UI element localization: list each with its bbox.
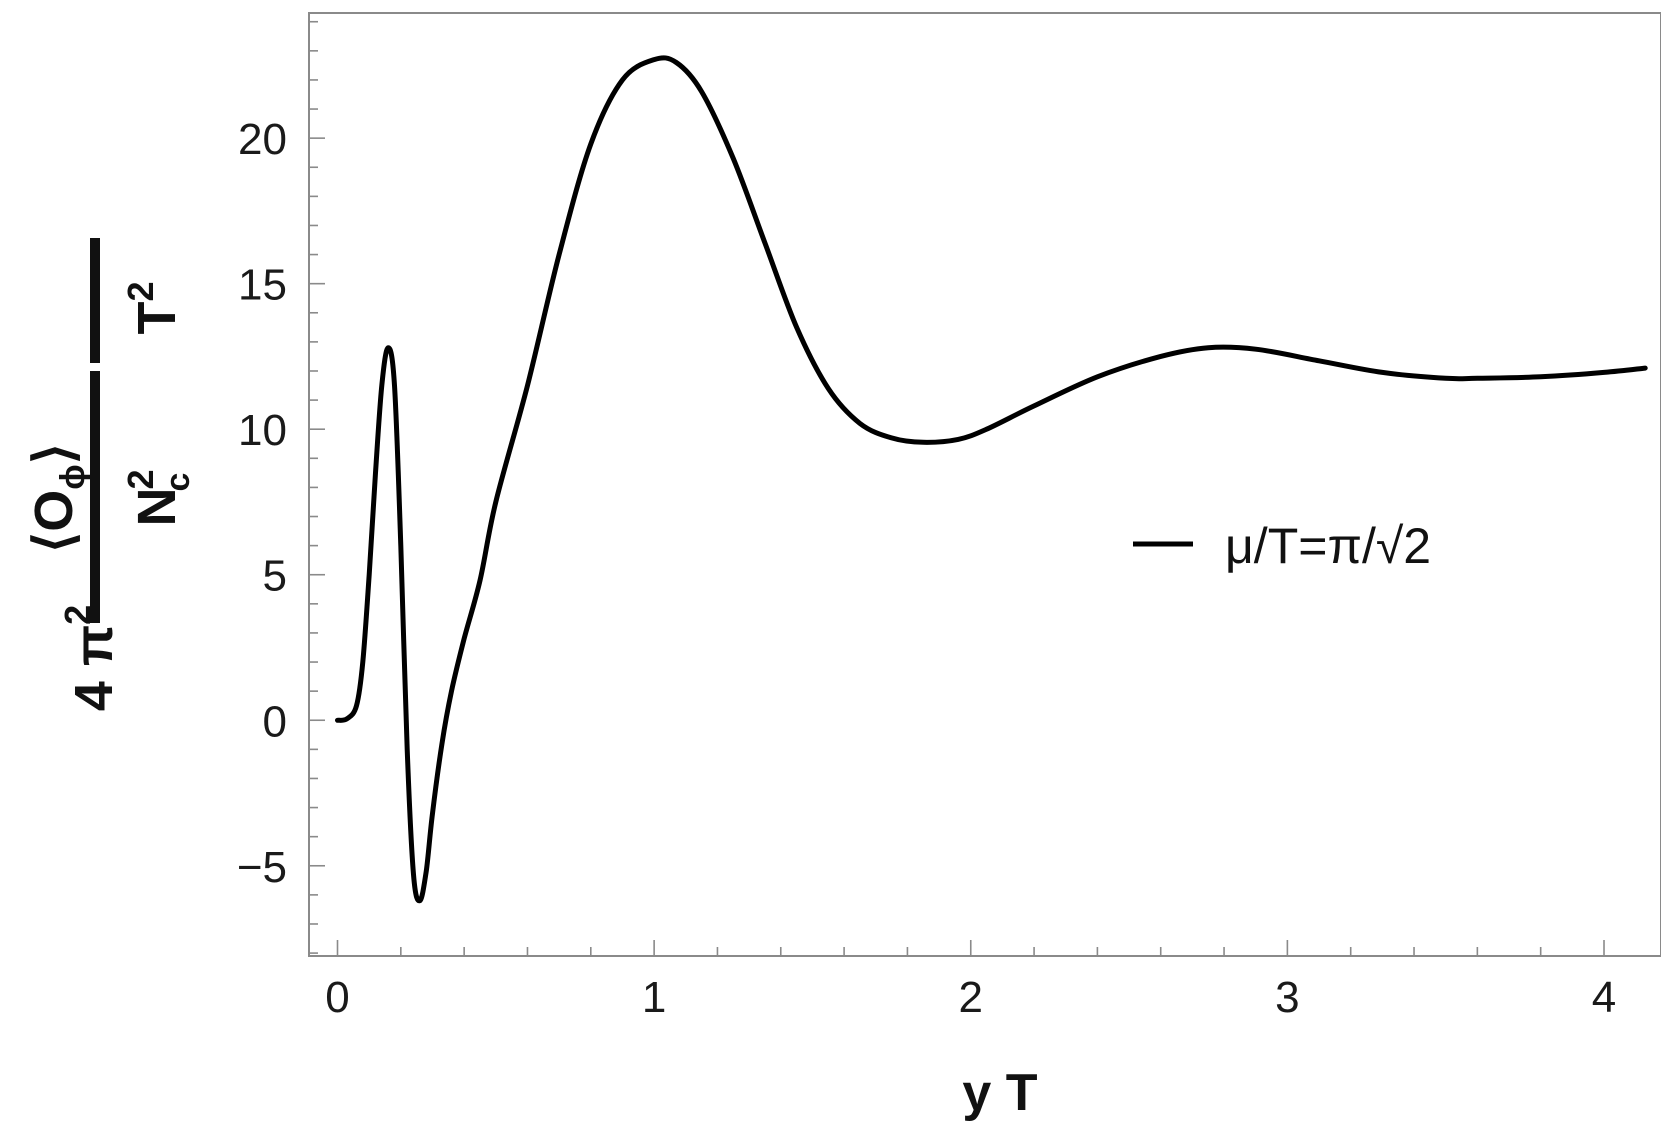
x-tick-label: 1: [642, 973, 666, 1022]
axis-tick-labels: 0 1 2 3 4 −5 0 5 10 15 20: [237, 115, 1616, 1022]
x-tick-label: 0: [325, 973, 349, 1022]
y-axis-title: 4 π2 ⟨Oϕ⟩ N2c T2: [24, 238, 197, 711]
y-tick-label: 10: [238, 406, 287, 455]
plot-frame: [308, 12, 1661, 957]
y-tick-label: 20: [238, 115, 287, 164]
y-title-numerator: ⟨Oϕ⟩: [24, 443, 92, 553]
series-line: [335, 55, 1648, 904]
y-title-denominator: N2c: [120, 469, 197, 526]
y-tick-label: −5: [237, 843, 287, 892]
x-tick-label: 4: [1592, 973, 1616, 1022]
x-tick-label: 3: [1275, 973, 1299, 1022]
legend-label: μ/T=π/√2: [1225, 518, 1431, 574]
y-title-prefix: 4 π2: [57, 605, 124, 711]
x-axis-title: y T: [962, 1064, 1037, 1122]
x-tick-label: 2: [959, 973, 983, 1022]
y-title-factor: T2: [120, 281, 187, 334]
y-tick-label: 5: [263, 552, 287, 601]
axis-ticks: [309, 20, 1605, 956]
y-tick-label: 0: [263, 697, 287, 746]
y-tick-label: 15: [238, 261, 287, 310]
